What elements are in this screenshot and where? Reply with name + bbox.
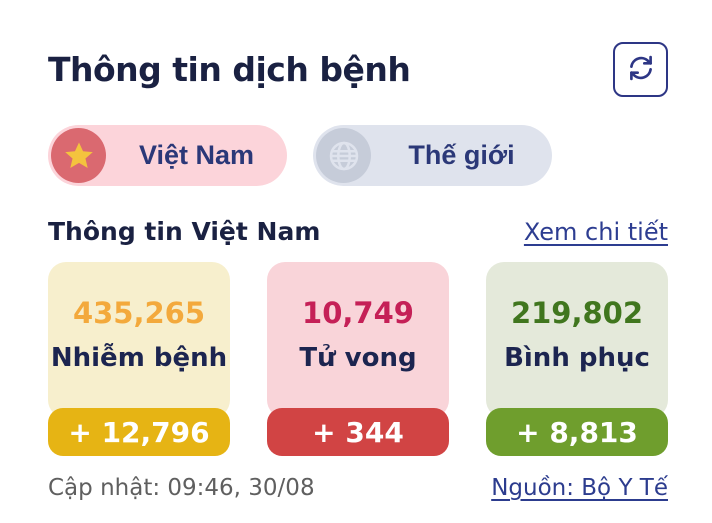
stats-cards: 435,265 Nhiễm bệnh + 12,796 10,749 Tử vo… — [48, 262, 668, 456]
stat-card-infected: 435,265 Nhiễm bệnh + 12,796 — [48, 262, 230, 456]
stat-label: Nhiễm bệnh — [50, 342, 228, 373]
stat-value: 219,802 — [510, 295, 644, 330]
refresh-icon — [625, 52, 657, 87]
stat-card-body: 435,265 Nhiễm bệnh — [48, 262, 230, 418]
view-details-link[interactable]: Xem chi tiết — [523, 218, 668, 246]
last-updated-text: Cập nhật: 09:46, 30/08 — [48, 475, 315, 501]
stat-card-body: 219,802 Bình phục — [486, 262, 668, 418]
section-header: Thông tin Việt Nam Xem chi tiết — [48, 217, 668, 246]
source-link[interactable]: Nguồn: Bộ Y Tế — [491, 475, 668, 501]
tab-vietnam-label: Việt Nam — [138, 140, 255, 170]
stat-value: 10,749 — [302, 295, 414, 330]
tab-world-label: Thế giới — [408, 140, 515, 170]
stat-card-deaths: 10,749 Tử vong + 344 — [267, 262, 449, 456]
stat-delta-badge: + 8,813 — [486, 408, 668, 456]
stat-label: Bình phục — [504, 342, 650, 373]
page-title: Thông tin dịch bệnh — [48, 49, 411, 89]
stat-card-body: 10,749 Tử vong — [267, 262, 449, 418]
country-tabs: Việt Nam Thế giới — [48, 125, 668, 186]
tab-vietnam[interactable]: Việt Nam — [48, 125, 287, 186]
globe-icon — [316, 128, 371, 183]
header: Thông tin dịch bệnh — [48, 40, 668, 98]
stat-label: Tử vong — [299, 342, 417, 373]
footer: Cập nhật: 09:46, 30/08 Nguồn: Bộ Y Tế — [48, 475, 668, 501]
section-heading: Thông tin Việt Nam — [48, 217, 321, 246]
stat-delta-badge: + 12,796 — [48, 408, 230, 456]
epidemic-info-widget: Thông tin dịch bệnh Việt Nam — [0, 40, 712, 523]
stat-value: 435,265 — [72, 295, 206, 330]
stat-delta-badge: + 344 — [267, 408, 449, 456]
vietnam-flag-star-icon — [51, 128, 106, 183]
refresh-button[interactable] — [613, 41, 668, 97]
tab-world[interactable]: Thế giới — [313, 125, 552, 186]
stat-card-recovered: 219,802 Bình phục + 8,813 — [486, 262, 668, 456]
